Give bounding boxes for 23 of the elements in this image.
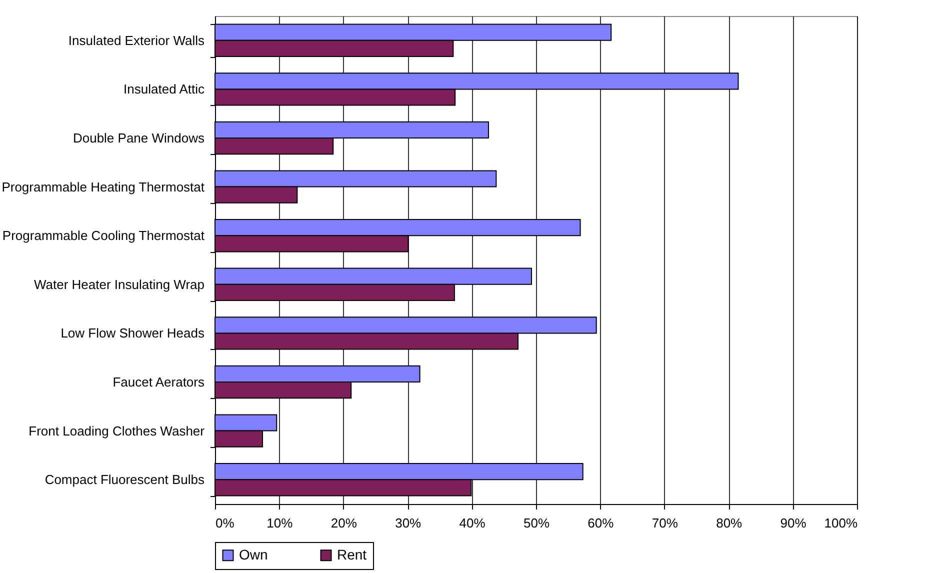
x-tick-label: 60% <box>588 516 614 530</box>
x-tick-label: 70% <box>652 516 678 530</box>
x-tick-label: 50% <box>523 516 550 530</box>
x-tick-label: 80% <box>716 516 743 530</box>
x-tick-label: 90% <box>780 516 807 530</box>
x-tick-label: 100% <box>824 516 858 530</box>
y-tick-label: Low Flow Shower Heads <box>60 326 205 341</box>
x-tick-label: 20% <box>330 516 358 530</box>
y-tick-label: Faucet Aerators <box>112 374 205 390</box>
y-tick-label: Insulated Attic <box>124 82 205 97</box>
y-tick-label: Double Pane Windows <box>72 130 205 146</box>
x-tick-label: 40% <box>459 516 486 530</box>
y-tick-label: Programmable Heating Thermostat <box>2 179 205 194</box>
legend-label: Rent <box>337 546 367 562</box>
y-tick-label: Programmable Cooling Thermostat <box>2 228 205 244</box>
y-tick-label: Compact Fluorescent Bulbs <box>44 472 205 488</box>
y-tick-label: Front Loading Clothes Washer <box>28 423 206 438</box>
x-tick-label: 30% <box>395 516 422 530</box>
y-tick-label: Water Heater Insulating Wrap <box>34 276 204 292</box>
y-tick-label: Insulated Exterior Walls <box>68 32 205 48</box>
x-tick-label: 10% <box>266 516 294 530</box>
x-tick-label: 0% <box>216 516 235 530</box>
legend-label: Own <box>239 546 268 562</box>
